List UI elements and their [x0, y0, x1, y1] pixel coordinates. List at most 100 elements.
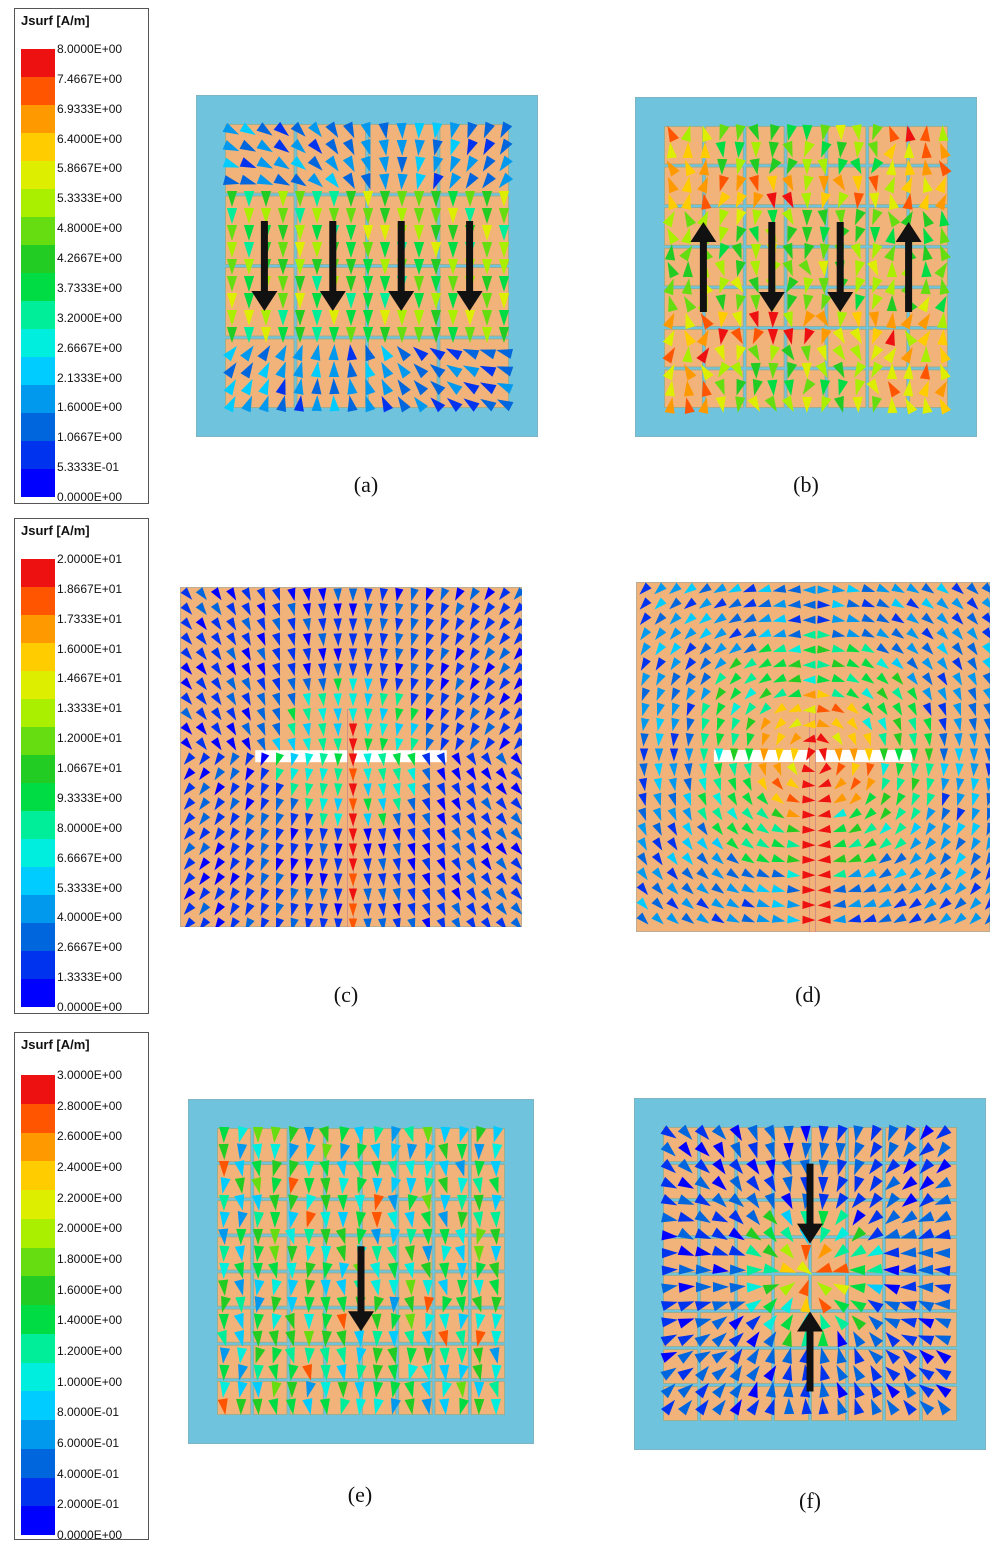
current-vector — [413, 363, 429, 379]
current-vector — [457, 1211, 468, 1228]
current-vector — [770, 123, 781, 141]
current-vector — [863, 822, 877, 834]
current-vector — [861, 702, 874, 715]
current-vector — [911, 792, 921, 806]
colorbar-swatch — [21, 979, 55, 1007]
current-vector — [772, 658, 787, 668]
current-vector — [284, 1312, 295, 1330]
current-vector — [474, 1381, 485, 1398]
current-vector — [696, 347, 710, 364]
current-vector — [371, 1245, 382, 1262]
current-direction-arrowhead — [690, 222, 717, 242]
current-vector — [392, 887, 401, 902]
current-vector — [821, 327, 832, 345]
current-vector — [446, 381, 463, 395]
current-vector — [415, 156, 426, 173]
current-vector — [273, 121, 290, 137]
current-vector — [652, 822, 662, 836]
current-vector — [681, 227, 692, 244]
current-vector — [345, 310, 357, 326]
current-vector — [334, 873, 343, 887]
current-direction-arrowhead — [797, 1223, 823, 1244]
current-vector — [893, 882, 907, 894]
current-vector — [900, 1264, 917, 1275]
current-vector — [936, 642, 949, 656]
current-vector — [210, 632, 222, 646]
current-vector — [496, 366, 514, 377]
current-vector — [802, 600, 816, 609]
current-vector — [458, 1364, 469, 1381]
current-vector — [712, 1263, 729, 1274]
current-vector — [954, 897, 967, 910]
current-vector — [183, 842, 196, 855]
current-vector — [787, 585, 801, 594]
current-vector — [831, 614, 846, 623]
current-vector — [780, 1314, 794, 1331]
current-vector — [226, 276, 238, 292]
current-vector — [815, 1262, 833, 1273]
current-vector — [666, 852, 678, 866]
current-vector — [768, 362, 779, 379]
current-vector — [451, 857, 461, 871]
current-vector — [816, 704, 831, 713]
current-vector — [818, 277, 829, 294]
current-vector — [379, 647, 389, 662]
metasurface-patch — [827, 328, 867, 368]
current-vector — [847, 914, 862, 923]
current-vector — [698, 582, 712, 594]
current-vector — [847, 732, 857, 746]
current-vector — [218, 1160, 230, 1177]
current-vector — [818, 175, 829, 192]
current-vector — [700, 672, 712, 686]
current-vector — [272, 722, 281, 737]
current-vector — [379, 191, 391, 207]
current-vector — [735, 294, 746, 311]
current-vector — [226, 692, 237, 706]
current-vector — [939, 346, 951, 364]
current-vector — [682, 261, 693, 278]
current-vector — [421, 752, 431, 767]
current-vector — [908, 732, 918, 747]
current-vector — [970, 852, 982, 866]
current-vector — [867, 1227, 884, 1241]
current-vector — [669, 612, 682, 625]
current-vector — [786, 809, 801, 818]
current-vector — [429, 364, 446, 378]
current-vector — [695, 1399, 709, 1416]
current-vector — [908, 882, 922, 894]
current-vector — [480, 398, 497, 412]
colorbar-tick-label: 8.0000E-01 — [57, 1405, 120, 1420]
current-vector — [787, 293, 798, 311]
current-vector — [362, 208, 374, 224]
current-vector — [464, 208, 476, 224]
current-vector — [491, 1364, 502, 1381]
current-vector — [199, 797, 211, 811]
current-vector — [821, 140, 832, 158]
current-vector — [641, 717, 650, 732]
current-vector — [651, 852, 663, 866]
current-vector — [475, 1313, 486, 1330]
current-vector — [745, 748, 754, 762]
current-vector — [348, 723, 358, 737]
current-vector — [734, 141, 745, 158]
current-vector — [226, 310, 238, 326]
current-vector — [802, 720, 816, 729]
current-vector — [410, 647, 419, 662]
current-vector — [421, 917, 431, 927]
current-vector — [741, 837, 755, 849]
current-vector — [787, 659, 802, 668]
current-vector — [436, 872, 446, 886]
current-vector — [302, 632, 311, 647]
current-vector — [410, 587, 419, 602]
current-vector — [240, 345, 254, 362]
current-vector — [277, 327, 289, 343]
current-vector — [379, 587, 389, 602]
current-vector — [311, 242, 323, 258]
current-vector — [440, 722, 450, 736]
current-vector — [762, 1284, 780, 1295]
current-vector — [640, 733, 649, 747]
current-vector — [436, 797, 446, 811]
colorbar-swatch — [21, 811, 55, 839]
current-vector — [956, 777, 965, 792]
current-vector — [241, 677, 251, 691]
